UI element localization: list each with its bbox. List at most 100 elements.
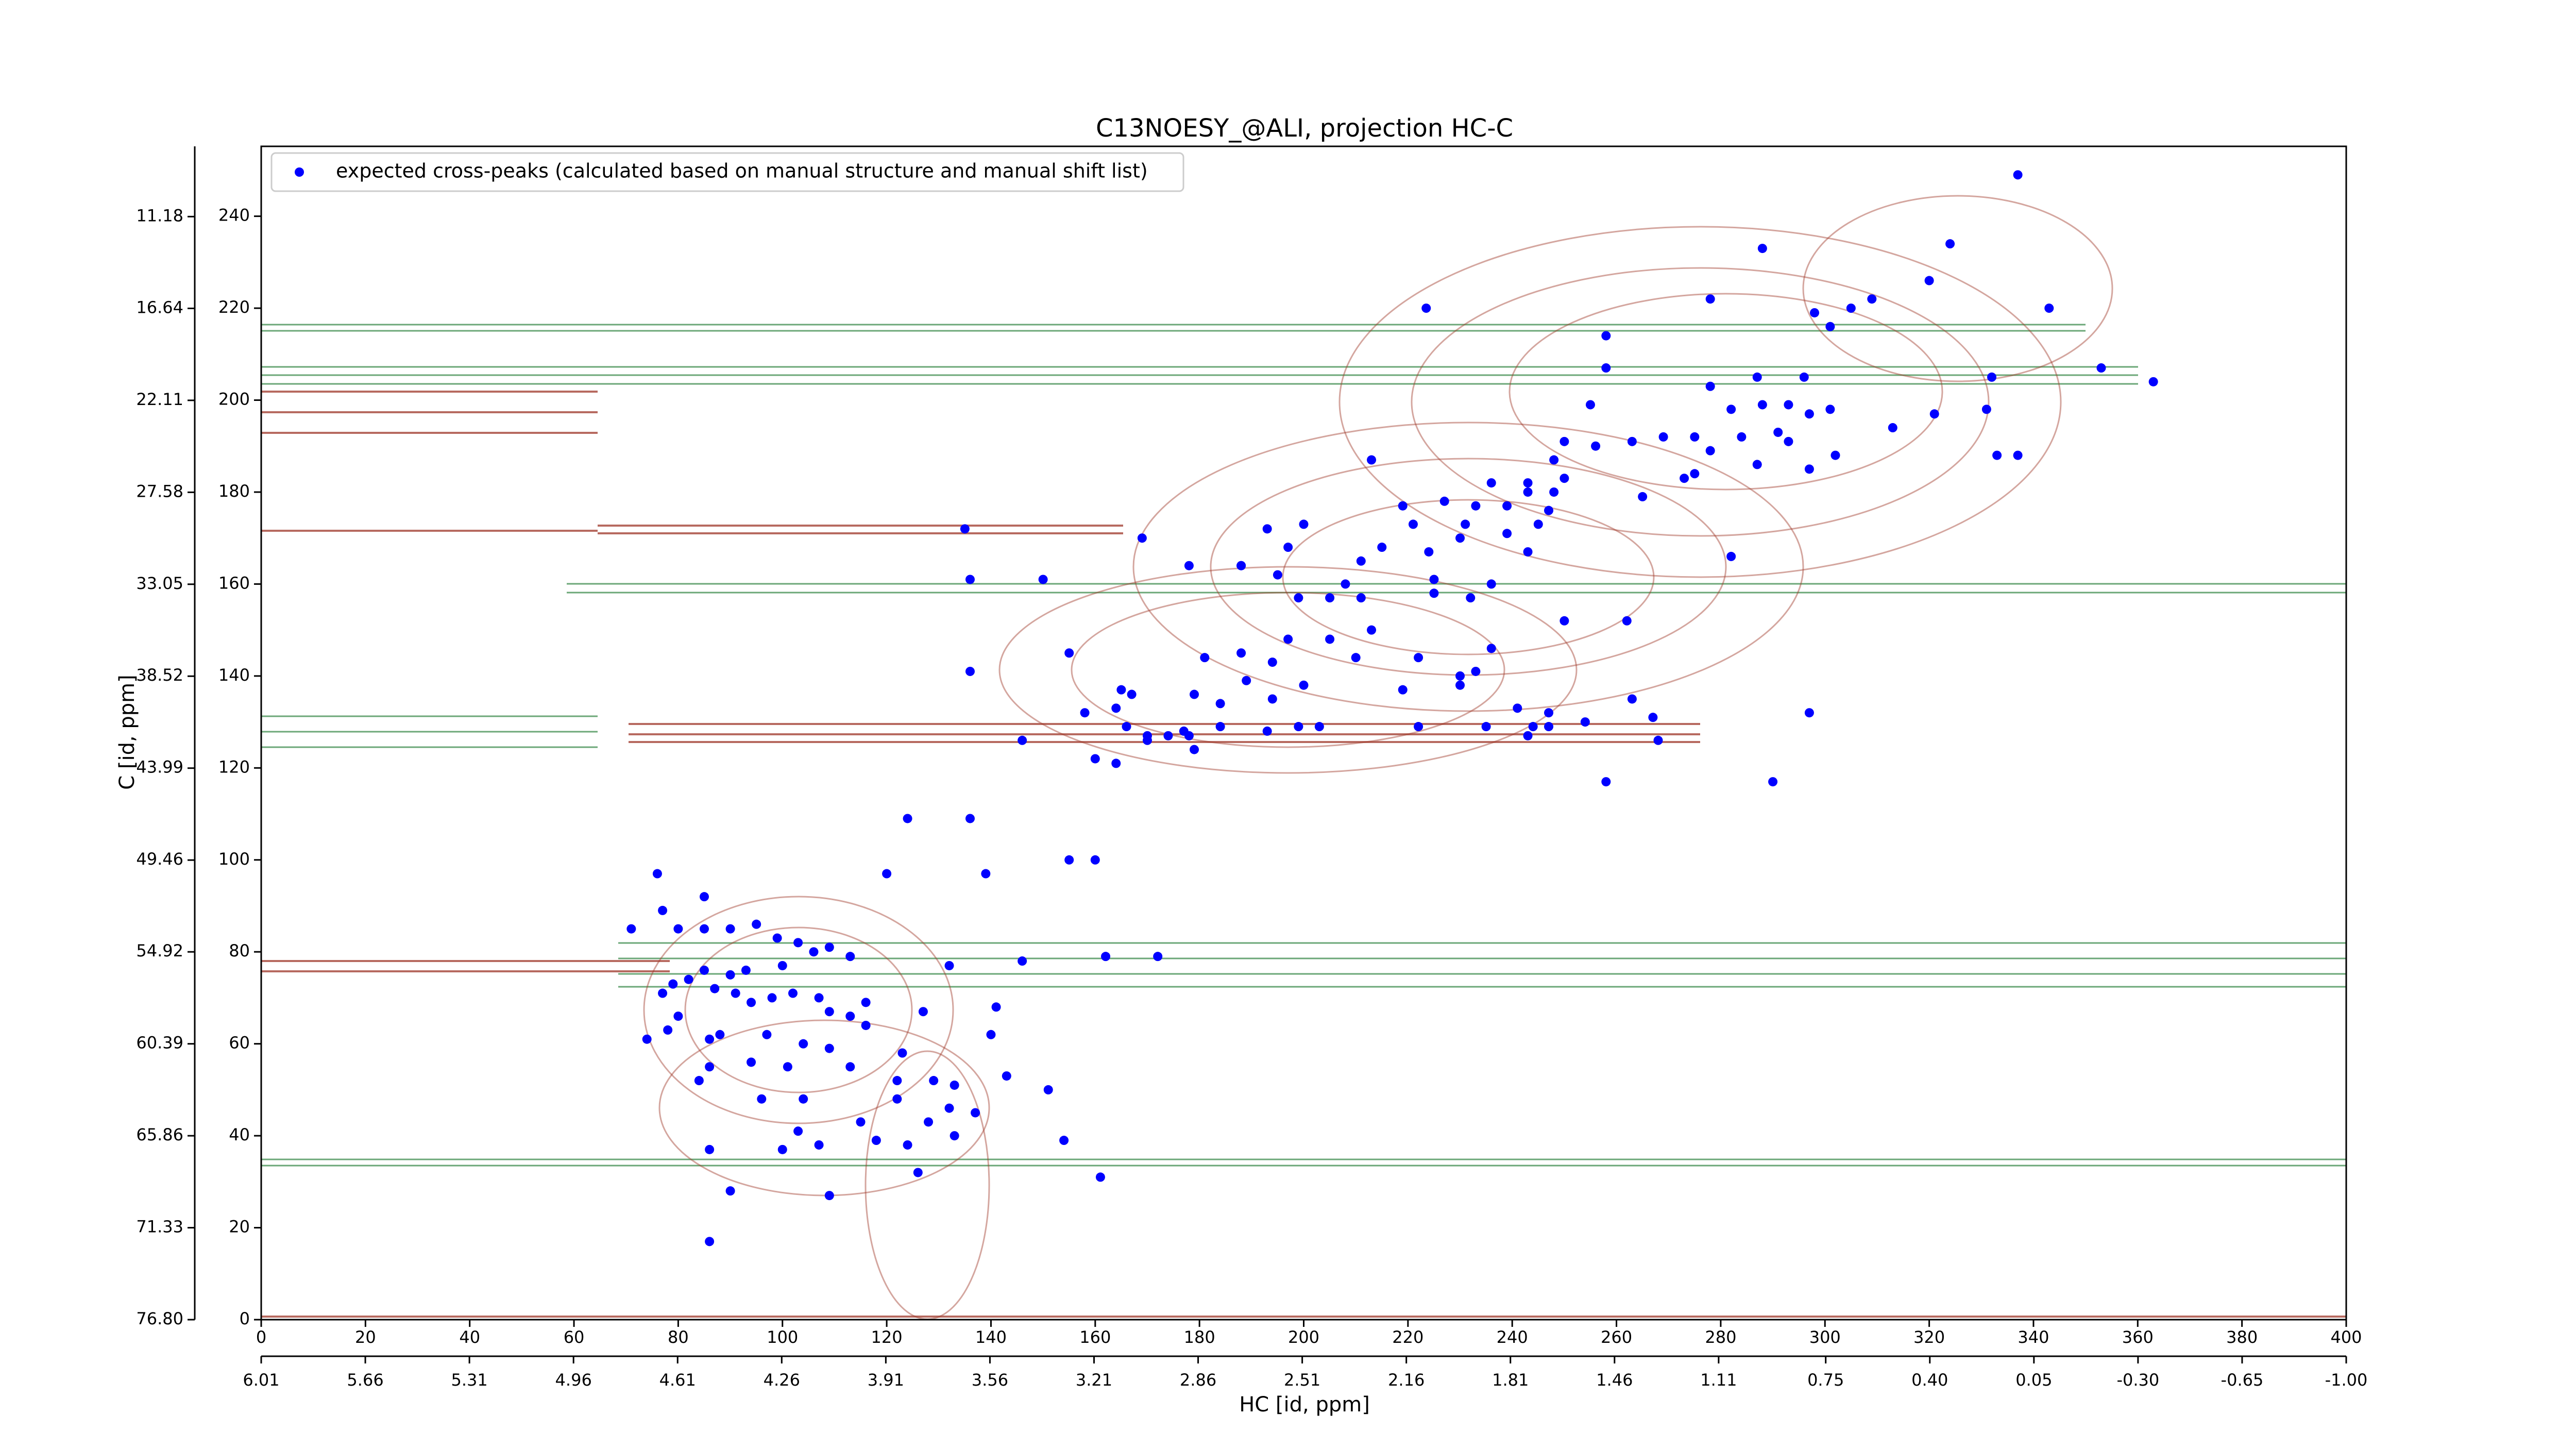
- cross-peak: [965, 814, 975, 823]
- cross-peak: [1466, 593, 1476, 603]
- cross-peak: [1018, 956, 1027, 966]
- cross-peak: [1184, 731, 1194, 740]
- cross-peak: [1924, 276, 1934, 285]
- cross-peak: [1690, 432, 1700, 442]
- cross-peak: [1804, 409, 1814, 419]
- x-tick-label: 0: [256, 1327, 266, 1347]
- cross-peak: [918, 1007, 928, 1017]
- x2-tick-label: 3.56: [972, 1370, 1008, 1390]
- cross-peak: [705, 1034, 715, 1044]
- cross-peak: [1111, 759, 1121, 768]
- y-tick-label: 20: [229, 1217, 250, 1237]
- x-tick-label: 320: [1913, 1327, 1945, 1347]
- x2-tick-label: 6.01: [243, 1370, 279, 1390]
- cross-peak: [1190, 745, 1199, 754]
- cross-peak: [1622, 616, 1632, 626]
- cross-peak: [1486, 644, 1496, 653]
- cross-peak: [1325, 593, 1335, 603]
- cross-peak: [725, 970, 735, 980]
- cross-peak: [1461, 519, 1470, 529]
- cross-peak: [2013, 170, 2023, 180]
- cross-peak: [710, 984, 720, 993]
- cross-peak: [777, 1144, 787, 1154]
- x2-tick-label: 0.75: [1807, 1370, 1844, 1390]
- cross-peak: [1299, 680, 1309, 690]
- x-tick-label: 200: [1288, 1327, 1319, 1347]
- cross-peak: [1638, 492, 1648, 501]
- cross-peak: [1111, 703, 1121, 713]
- cross-peak: [1648, 713, 1658, 722]
- cross-peak: [1560, 474, 1569, 483]
- cross-peak: [1356, 593, 1366, 603]
- cross-peak: [1627, 436, 1637, 446]
- cross-peak: [673, 924, 683, 934]
- cross-peak: [1601, 331, 1611, 341]
- cross-peak: [694, 1076, 704, 1086]
- legend-marker: [295, 167, 304, 177]
- cross-peak: [824, 1043, 834, 1053]
- cross-peak: [1601, 777, 1611, 787]
- y2-tick-label: 11.18: [136, 206, 183, 225]
- cross-peak: [871, 1136, 881, 1145]
- cross-peak: [1414, 653, 1423, 663]
- y2-tick-label: 16.64: [136, 297, 183, 317]
- cross-peak: [981, 869, 991, 879]
- cross-peak: [772, 933, 782, 943]
- cross-peak: [699, 892, 709, 902]
- cross-peak: [1127, 689, 1137, 699]
- cross-peak: [705, 1144, 715, 1154]
- cross-peak: [950, 1080, 959, 1090]
- cross-peak: [971, 1108, 980, 1118]
- cross-peak: [824, 1191, 834, 1201]
- cross-peak: [944, 1103, 954, 1113]
- cross-peak: [965, 575, 975, 584]
- y-tick-label: 40: [229, 1125, 250, 1144]
- cross-peak: [1523, 731, 1533, 740]
- x2-tick-label: 3.21: [1076, 1370, 1112, 1390]
- y-tick-label: 120: [218, 757, 250, 777]
- cross-peak: [1757, 244, 1767, 254]
- x2-tick-label: 2.86: [1180, 1370, 1216, 1390]
- cross-peak: [1784, 400, 1793, 410]
- cross-peak: [1471, 666, 1481, 676]
- x2-tick-label: -0.30: [2116, 1370, 2159, 1390]
- y2-tick-label: 43.99: [136, 757, 183, 777]
- cross-peak: [1341, 579, 1350, 589]
- cross-peak: [986, 1030, 996, 1039]
- y2-tick-label: 49.46: [136, 849, 183, 869]
- cross-peak: [1486, 579, 1496, 589]
- x2-tick-label: 2.16: [1388, 1370, 1425, 1390]
- cross-peak: [1726, 405, 1736, 414]
- cross-peak: [1831, 450, 1840, 460]
- cross-peak: [1184, 561, 1194, 570]
- cross-peak: [1846, 304, 1856, 313]
- y2-tick-label: 38.52: [136, 665, 183, 685]
- negative-contours: [261, 324, 2346, 1167]
- x-axis-label: HC [id, ppm]: [1239, 1393, 1370, 1417]
- cross-peak: [1705, 294, 1715, 304]
- cross-peak: [1627, 694, 1637, 704]
- cross-peak: [642, 1034, 652, 1044]
- cross-peak: [1283, 634, 1293, 644]
- cross-peak: [1987, 372, 1997, 382]
- cross-peak: [1523, 487, 1533, 497]
- cross-peak: [1804, 464, 1814, 474]
- x-tick-label: 160: [1079, 1327, 1111, 1347]
- cross-peak: [950, 1131, 959, 1141]
- cross-peak: [1455, 671, 1465, 681]
- y2-tick-label: 76.80: [136, 1309, 183, 1328]
- legend-label: expected cross-peaks (calculated based o…: [336, 160, 1148, 182]
- cross-peak: [1367, 625, 1377, 635]
- x-tick-label: 260: [1601, 1327, 1632, 1347]
- cross-peak: [1242, 676, 1251, 685]
- y2-tick-label: 60.39: [136, 1033, 183, 1053]
- x2-tick-label: 1.46: [1596, 1370, 1633, 1390]
- y2-tick-label: 33.05: [136, 574, 183, 593]
- y-tick-label: 60: [229, 1033, 250, 1053]
- cross-peak: [1377, 543, 1387, 552]
- cross-peak: [1090, 855, 1100, 865]
- cross-peak: [1601, 363, 1611, 373]
- y-tick-label: 180: [218, 481, 250, 501]
- cross-peak: [1591, 441, 1601, 451]
